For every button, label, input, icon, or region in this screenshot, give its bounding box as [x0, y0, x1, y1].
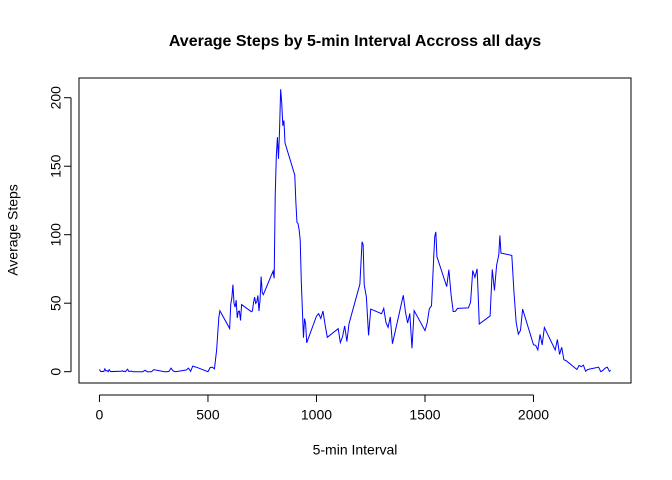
x-axis-label: 5-min Interval — [313, 442, 398, 458]
x-tick-label: 2000 — [518, 407, 549, 423]
chart-title: Average Steps by 5-min Interval Accross … — [169, 33, 541, 50]
y-tick-label: 150 — [48, 154, 64, 178]
data-line — [99, 89, 611, 373]
x-tick-label: 500 — [196, 407, 220, 423]
x-tick-label: 0 — [96, 407, 104, 423]
x-tick-label: 1500 — [409, 407, 440, 423]
y-tick-label: 100 — [48, 223, 64, 247]
plot-box — [78, 77, 632, 384]
y-axis-label: Average Steps — [5, 184, 21, 276]
y-tick-label: 50 — [48, 295, 64, 311]
y-tick-label: 200 — [48, 86, 64, 110]
x-tick-label: 1000 — [301, 407, 332, 423]
y-tick-label: 0 — [48, 368, 64, 376]
